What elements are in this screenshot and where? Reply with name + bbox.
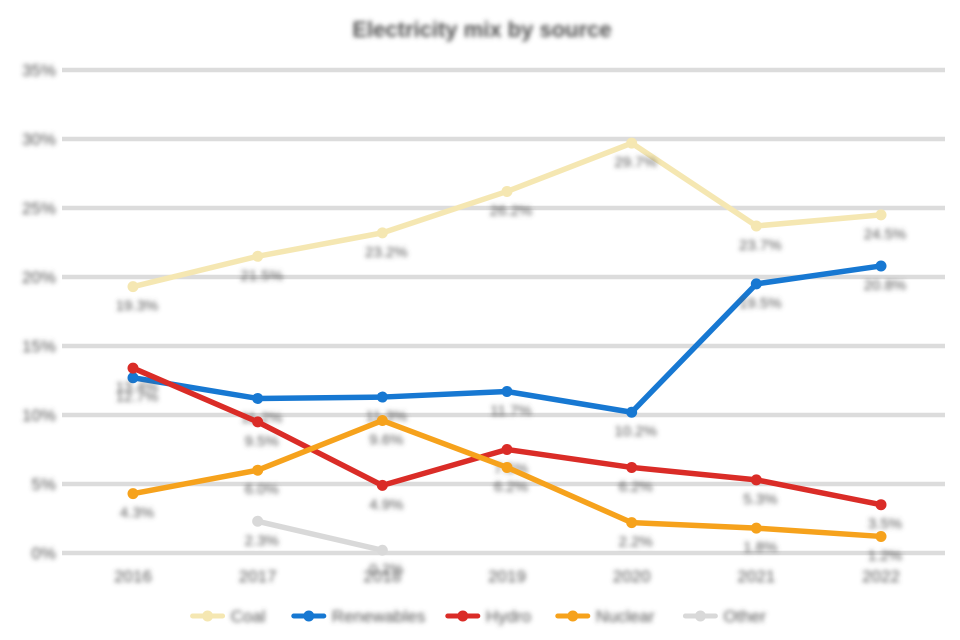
legend-label: Renewables bbox=[332, 607, 426, 626]
data-point-label: 6.0% bbox=[245, 481, 279, 498]
data-point-label: 10.2% bbox=[614, 423, 657, 440]
data-point-label: 1.8% bbox=[743, 539, 777, 556]
legend-label: Hydro bbox=[486, 607, 531, 626]
data-point-coal bbox=[750, 220, 762, 232]
data-point-label: 9.6% bbox=[369, 432, 403, 449]
data-point-coal bbox=[626, 137, 638, 149]
data-point-label: 19.3% bbox=[116, 298, 159, 315]
data-point-other bbox=[252, 515, 264, 527]
x-tick-label: 2022 bbox=[862, 567, 900, 586]
data-point-label: 11.7% bbox=[490, 403, 531, 420]
data-point-label: 9.5% bbox=[245, 433, 279, 450]
data-point-label: 26.2% bbox=[490, 202, 533, 219]
legend-marker-dot bbox=[457, 610, 469, 622]
x-tick-label: 2019 bbox=[488, 567, 526, 586]
data-point-nuclear bbox=[626, 517, 638, 529]
data-point-label: 12.7% bbox=[116, 389, 159, 406]
data-point-nuclear bbox=[252, 464, 264, 476]
data-point-coal bbox=[875, 209, 887, 221]
data-point-label: 4.9% bbox=[369, 496, 403, 513]
data-point-label: 24.5% bbox=[864, 226, 907, 243]
data-point-label: 23.2% bbox=[365, 244, 408, 261]
y-tick-label: 15% bbox=[22, 337, 56, 356]
legend-marker-dot bbox=[202, 610, 214, 622]
data-point-label: 6.2% bbox=[619, 478, 653, 495]
legend-marker-dot bbox=[303, 610, 315, 622]
legend-label: Other bbox=[723, 607, 766, 626]
data-point-coal bbox=[252, 250, 264, 262]
data-point-nuclear bbox=[875, 530, 887, 542]
legend-item-other[interactable]: Other bbox=[682, 607, 766, 626]
data-point-nuclear bbox=[376, 415, 388, 427]
data-point-nuclear bbox=[127, 488, 139, 500]
data-point-label: 3.5% bbox=[868, 516, 902, 533]
data-point-label: 13.4% bbox=[116, 379, 159, 396]
x-tick-label: 2018 bbox=[363, 567, 401, 586]
y-tick-label: 10% bbox=[22, 406, 56, 425]
data-point-hydro bbox=[875, 499, 887, 511]
data-point-renewables bbox=[501, 386, 513, 398]
data-point-hydro bbox=[750, 474, 762, 486]
legend-label: Nuclear bbox=[596, 607, 655, 626]
x-tick-label: 2016 bbox=[114, 567, 152, 586]
legend-item-nuclear[interactable]: Nuclear bbox=[555, 607, 655, 626]
data-point-label: 20.8% bbox=[864, 277, 907, 294]
y-tick-label: 20% bbox=[22, 268, 56, 287]
series-line-other bbox=[254, 518, 386, 553]
data-point-label: 2.3% bbox=[245, 532, 279, 549]
legend-item-coal[interactable]: Coal bbox=[190, 607, 266, 626]
legend-item-renewables[interactable]: Renewables bbox=[291, 607, 426, 626]
data-point-label: 2.2% bbox=[619, 534, 653, 551]
data-point-label: 5.3% bbox=[743, 491, 777, 508]
data-point-nuclear bbox=[501, 461, 513, 473]
data-point-hydro bbox=[376, 479, 388, 491]
chart-title: Electricity mix by source bbox=[352, 17, 611, 42]
data-point-coal bbox=[127, 281, 139, 293]
y-tick-label: 5% bbox=[31, 475, 56, 494]
data-point-label: 6.2% bbox=[494, 478, 528, 495]
legend-marker-dot bbox=[694, 610, 706, 622]
x-tick-label: 2020 bbox=[613, 567, 651, 586]
data-point-renewables bbox=[875, 260, 887, 272]
y-tick-label: 0% bbox=[31, 544, 56, 563]
y-tick-label: 30% bbox=[22, 130, 56, 149]
data-point-label: 4.3% bbox=[120, 505, 154, 522]
x-tick-label: 2021 bbox=[737, 567, 775, 586]
data-point-coal bbox=[501, 185, 513, 197]
data-point-renewables bbox=[252, 392, 264, 404]
data-point-hydro bbox=[626, 461, 638, 473]
data-point-hydro bbox=[501, 444, 513, 455]
data-point-label: 19.5% bbox=[739, 295, 782, 312]
data-point-other bbox=[376, 544, 388, 556]
data-point-label: 29.7% bbox=[614, 154, 657, 171]
data-point-hydro bbox=[252, 416, 264, 428]
data-point-renewables bbox=[127, 372, 139, 384]
y-tick-label: 25% bbox=[22, 199, 56, 218]
x-tick-label: 2017 bbox=[239, 567, 277, 586]
data-point-renewables bbox=[376, 391, 388, 403]
data-point-label: 1.2% bbox=[868, 547, 902, 564]
data-point-nuclear bbox=[750, 522, 762, 534]
legend-marker-dot bbox=[567, 610, 579, 622]
legend-item-hydro[interactable]: Hydro bbox=[445, 607, 531, 626]
data-point-label: 0.2% bbox=[369, 561, 403, 578]
data-point-label: 11.2% bbox=[241, 409, 282, 426]
legend-label: Coal bbox=[231, 607, 266, 626]
data-point-hydro bbox=[127, 362, 139, 374]
data-point-coal bbox=[376, 227, 388, 239]
y-tick-label: 35% bbox=[22, 61, 56, 80]
data-point-renewables bbox=[750, 278, 762, 290]
data-point-label: 21.5% bbox=[240, 267, 283, 284]
data-point-label: 23.7% bbox=[739, 237, 782, 254]
data-point-renewables bbox=[626, 406, 638, 418]
